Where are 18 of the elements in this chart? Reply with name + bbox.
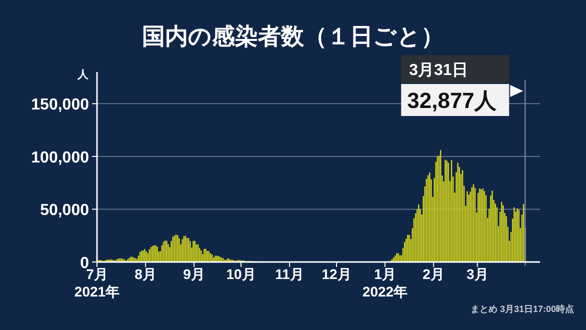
x-tick-label: 12月 — [322, 266, 352, 282]
x-tick-label: 10月 — [226, 266, 256, 282]
chart-title: 国内の感染者数（１日ごと） — [142, 23, 444, 49]
callout: 32,877人 — [401, 84, 524, 116]
callout-header: 3月31日 — [401, 55, 510, 83]
text: まとめ 3月31日17:00時点 — [470, 304, 574, 314]
x-tick-label: 2月 — [422, 266, 444, 282]
x-tick-label: 3月 — [466, 266, 488, 282]
y-tick-label: 100,000 — [31, 149, 90, 166]
y-tick-label: 50,000 — [40, 202, 90, 220]
x-tick-label: 11月 — [275, 266, 304, 282]
annotation: 32,877人 — [407, 88, 498, 113]
x-tick-label: 9月 — [183, 266, 205, 282]
x-tick-label: 1月 2022年 — [362, 266, 408, 300]
x-tick-label: 8月 — [134, 266, 156, 282]
y-tick-label: 150,000 — [31, 96, 90, 114]
y-axis-title: 人 — [76, 69, 90, 81]
annotation: 3月31日 — [409, 62, 468, 79]
